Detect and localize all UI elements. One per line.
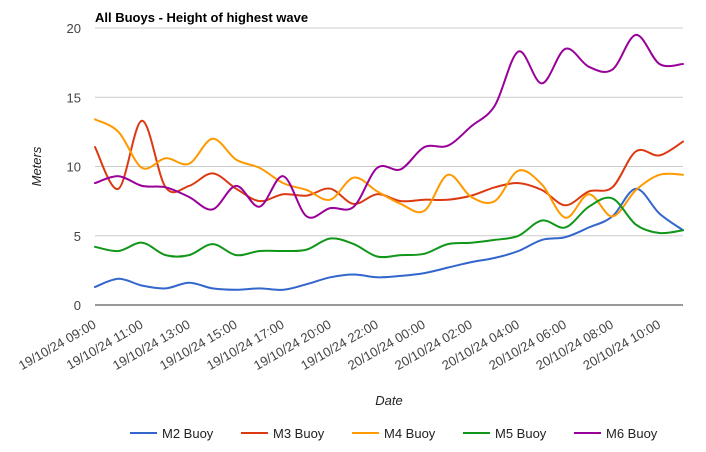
- series-line-m2-buoy: [94, 187, 684, 291]
- x-tick-label: 19/10/24 09:00: [16, 317, 99, 373]
- chart-title: All Buoys - Height of highest wave: [95, 10, 308, 25]
- legend: M2 Buoy M3 Buoy M4 Buoy M5 Buoy M6 Buoy: [130, 426, 658, 441]
- y-tick-label: 15: [67, 90, 81, 105]
- y-tick-label: 5: [74, 229, 81, 244]
- y-tick-label: 10: [67, 160, 81, 175]
- legend-label-m6-buoy: M6 Buoy: [606, 426, 658, 441]
- legend-label-m2-buoy: M2 Buoy: [162, 426, 214, 441]
- y-axis-title: Meters: [29, 146, 44, 186]
- gridlines: [95, 27, 683, 237]
- series-line-m4-buoy: [94, 118, 684, 219]
- y-tick-label: 0: [74, 298, 81, 313]
- x-axis-title: Date: [375, 393, 402, 408]
- y-tick-label: 20: [67, 21, 81, 36]
- y-axis-ticks: 0 5 10 15 20: [67, 21, 81, 313]
- legend-label-m5-buoy: M5 Buoy: [495, 426, 547, 441]
- legend-label-m3-buoy: M3 Buoy: [273, 426, 325, 441]
- legend-label-m4-buoy: M4 Buoy: [384, 426, 436, 441]
- series-lines: [94, 33, 684, 291]
- series-line-m5-buoy: [94, 196, 684, 259]
- series-line-m6-buoy: [94, 33, 684, 219]
